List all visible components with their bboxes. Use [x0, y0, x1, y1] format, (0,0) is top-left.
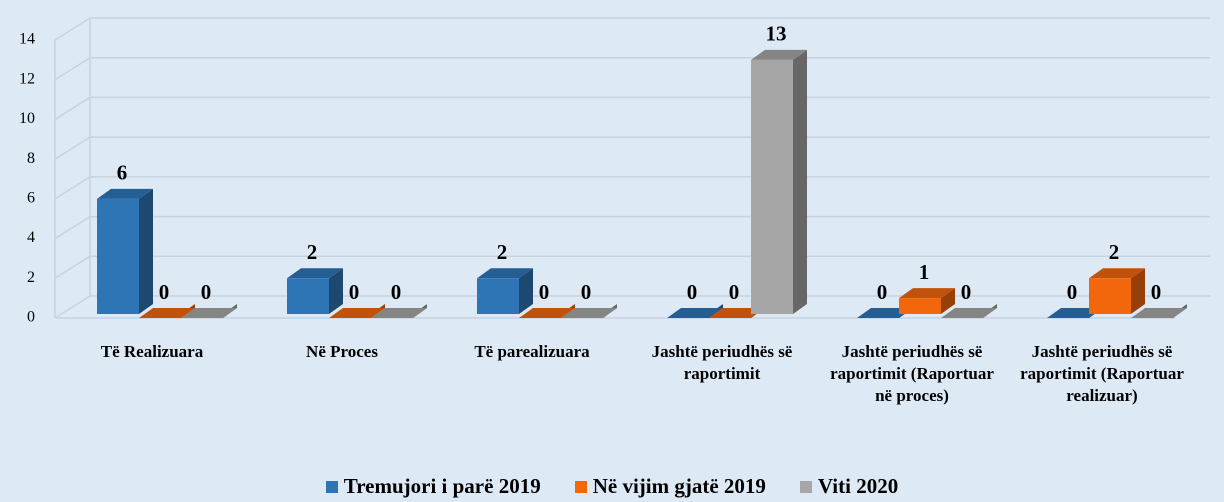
legend-item: Tremujori i parë 2019 [325, 474, 541, 499]
grid-line [54, 215, 1210, 240]
bar [97, 188, 153, 314]
bar-side [519, 268, 533, 314]
value-label: 0 [729, 280, 740, 304]
value-label: 13 [766, 22, 787, 46]
bar-side [941, 288, 955, 314]
value-label: 0 [201, 280, 212, 304]
legend-swatch [574, 480, 587, 493]
bar [287, 268, 343, 314]
bar-side [139, 188, 153, 314]
value-label: 2 [497, 240, 508, 264]
bar [477, 268, 533, 314]
value-label: 0 [961, 280, 972, 304]
value-label: 1 [919, 260, 930, 284]
bar-front [97, 198, 139, 314]
bar-top [899, 288, 955, 299]
y-tick-label: 10 [19, 110, 35, 127]
bar [371, 304, 427, 318]
x-tick-label: Jashtë periudhës së raportimit (Raportua… [830, 342, 994, 405]
bar-top [329, 308, 385, 318]
x-tick-label: Jashtë periudhës së raportimit [651, 342, 793, 383]
bar [181, 304, 237, 318]
value-label: 6 [117, 161, 128, 185]
bar-front [751, 59, 793, 314]
value-label: 0 [1151, 280, 1162, 304]
y-tick-label: 8 [27, 150, 35, 167]
grid-line [54, 96, 1210, 121]
bar [519, 304, 575, 318]
x-tick-label: Të Realizuara [100, 342, 204, 361]
legend-label: Viti 2020 [817, 474, 899, 498]
bar-front [899, 298, 941, 314]
legend-swatch [325, 480, 338, 493]
bar-side [329, 268, 343, 314]
bar [751, 49, 807, 314]
bar [899, 288, 955, 314]
bar-front [1089, 278, 1131, 314]
legend-item: Në vijim gjatë 2019 [574, 474, 766, 499]
legend-item: Viti 2020 [799, 474, 899, 499]
bar-top [97, 188, 153, 199]
bar [667, 304, 723, 318]
legend-swatch [799, 480, 812, 493]
x-tick-label: Të parealizuara [474, 342, 590, 361]
bar-top [287, 268, 343, 279]
bar [561, 304, 617, 318]
value-label: 0 [877, 280, 888, 304]
bar-top [477, 268, 533, 279]
bar-top [941, 308, 997, 318]
grid-line [54, 176, 1210, 200]
y-tick-label: 4 [27, 229, 35, 246]
grid-line [54, 17, 1210, 41]
value-label: 0 [391, 280, 402, 304]
value-label: 0 [1067, 280, 1078, 304]
value-label: 2 [307, 240, 318, 264]
y-tick-label: 12 [19, 70, 35, 87]
grid-line [54, 136, 1210, 160]
y-tick-label: 2 [27, 269, 35, 286]
bar [1131, 304, 1187, 318]
bar-top [667, 308, 723, 318]
value-label: 2 [1109, 240, 1120, 264]
bar-top [751, 49, 807, 60]
bar-top [181, 308, 237, 318]
bar-top [1089, 268, 1145, 279]
bar-top [1131, 308, 1187, 318]
bar [941, 304, 997, 318]
legend: Tremujori i parë 2019 Në vijim gjatë 2019… [0, 474, 1224, 499]
y-tick-label: 14 [19, 31, 35, 48]
grid-line [54, 255, 1210, 279]
bar-front [477, 278, 519, 314]
bar [329, 304, 385, 318]
bar-top [371, 308, 427, 318]
value-label: 0 [687, 280, 698, 304]
bar-side [1131, 268, 1145, 314]
y-tick-label: 6 [27, 190, 35, 207]
grid-line [54, 295, 1210, 319]
bar-side [793, 49, 807, 314]
bar-front [287, 278, 329, 314]
y-tick-label: 0 [27, 309, 35, 326]
legend-label: Në vijim gjatë 2019 [592, 474, 766, 498]
bar [1089, 268, 1145, 314]
bar-top [139, 308, 195, 318]
bar-top [561, 308, 617, 318]
grid-line [54, 56, 1210, 81]
legend-label: Tremujori i parë 2019 [343, 474, 541, 498]
value-label: 0 [539, 280, 550, 304]
x-tick-label: Jashtë periudhës së raportimit (Raportua… [1020, 342, 1184, 405]
x-tick-label: Në Proces [306, 342, 378, 361]
bar-top [519, 308, 575, 318]
value-label: 0 [159, 280, 170, 304]
bar [139, 304, 195, 318]
value-label: 0 [581, 280, 592, 304]
value-label: 0 [349, 280, 360, 304]
